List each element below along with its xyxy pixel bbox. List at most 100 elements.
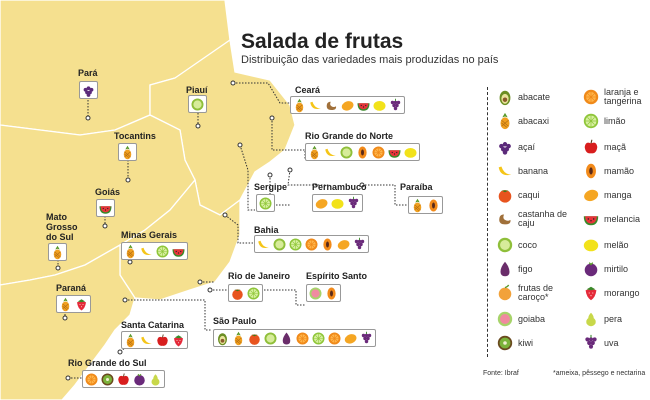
melao-icon bbox=[372, 98, 387, 113]
fruit-box-s-o-paulo bbox=[213, 329, 376, 347]
coco-icon bbox=[272, 237, 287, 252]
legend-item-castanha: castanha de caju bbox=[496, 210, 578, 228]
legend-label: laranja e tangerina bbox=[604, 87, 642, 106]
limao-icon bbox=[582, 112, 600, 130]
legend-item-morango: morango bbox=[582, 284, 650, 302]
laranja-icon bbox=[582, 88, 600, 106]
abacaxi-icon bbox=[120, 145, 135, 160]
legend-item-limao: limão bbox=[582, 112, 650, 130]
legend-item-figo: figo bbox=[496, 260, 578, 278]
state-label-ceara: Ceará bbox=[295, 85, 321, 95]
footnote: *ameixa, pêssego e nectarina bbox=[553, 370, 646, 377]
state-label-rio-grande-do-sul: Rio Grande do Sul bbox=[68, 358, 147, 368]
fruit-box-bahia bbox=[254, 235, 369, 253]
abacaxi-icon bbox=[231, 331, 246, 346]
legend-item-caroco: frutas de caroço* bbox=[496, 284, 578, 302]
abacaxi-icon bbox=[50, 245, 65, 260]
fruit-box-par- bbox=[79, 81, 98, 99]
caqui-icon bbox=[496, 186, 514, 204]
mirtilo-icon bbox=[132, 372, 147, 387]
goiaba-icon bbox=[308, 286, 323, 301]
abacaxi-icon bbox=[307, 145, 322, 160]
maca-icon bbox=[155, 333, 170, 348]
state-label-rio-de-janeiro: Rio de Janeiro bbox=[228, 271, 291, 281]
legend-label: pera bbox=[604, 313, 623, 324]
source-note: Fonte: Ibraf bbox=[483, 370, 519, 377]
state-label-bahia: Bahia bbox=[254, 225, 279, 235]
legend-label: maçã bbox=[604, 141, 627, 152]
state-label-santa-catarina: Santa Catarina bbox=[121, 320, 185, 330]
castanha-icon bbox=[324, 98, 339, 113]
state-label-rio-grande-do-norte: Rio Grande do Norte bbox=[305, 131, 394, 141]
legend-item-acai: açaí bbox=[496, 138, 578, 156]
legend-item-melancia: melancia bbox=[582, 210, 650, 228]
state-label-para: Pará bbox=[78, 68, 98, 78]
legend-item-melao: melão bbox=[582, 236, 650, 254]
legend-item-coco: coco bbox=[496, 236, 578, 254]
laranja-icon bbox=[371, 145, 386, 160]
legend-divider bbox=[487, 87, 488, 357]
fruit-box-minas-gerais bbox=[121, 242, 188, 260]
caqui-icon bbox=[230, 286, 245, 301]
fruit-box-santa-catarina bbox=[121, 331, 188, 349]
manga-icon bbox=[343, 331, 358, 346]
legend-label: mirtilo bbox=[604, 263, 628, 274]
limao-icon bbox=[288, 237, 303, 252]
melancia-icon bbox=[387, 145, 402, 160]
legend-item-laranja: laranja e tangerina bbox=[582, 88, 650, 106]
laranja-icon bbox=[327, 331, 342, 346]
morango-icon bbox=[74, 297, 89, 312]
uva-icon bbox=[359, 331, 374, 346]
fruit-box-rio-grande-do-norte bbox=[305, 143, 420, 161]
abacate-icon bbox=[496, 88, 514, 106]
fruit-box-mato-grosso-do-sul bbox=[48, 243, 67, 261]
fruit-box-rio-de-janeiro bbox=[228, 284, 263, 302]
fruit-box-paran- bbox=[56, 295, 91, 313]
legend-label: melão bbox=[604, 239, 629, 250]
limao-icon bbox=[246, 286, 261, 301]
acai-icon bbox=[496, 138, 514, 156]
mamao-icon bbox=[324, 286, 339, 301]
pera-icon bbox=[582, 310, 600, 328]
manga-icon bbox=[336, 237, 351, 252]
state-label-piaui: Piauí bbox=[186, 85, 208, 95]
maca-icon bbox=[116, 372, 131, 387]
morango-icon bbox=[582, 284, 600, 302]
abacaxi-icon bbox=[123, 244, 138, 259]
legend-label: limão bbox=[604, 115, 626, 126]
state-label-espirito-santo: Espírito Santo bbox=[306, 271, 368, 281]
uva-icon bbox=[388, 98, 403, 113]
legend-item-mirtilo: mirtilo bbox=[582, 260, 650, 278]
melancia-icon bbox=[98, 201, 113, 216]
chart-title: Salada de frutas bbox=[241, 30, 404, 53]
state-label-sao-paulo: São Paulo bbox=[213, 316, 257, 326]
abacaxi-icon bbox=[123, 333, 138, 348]
laranja-icon bbox=[304, 237, 319, 252]
mamao-icon bbox=[355, 145, 370, 160]
legend-label: frutas de caroço* bbox=[518, 283, 554, 302]
fruit-box-pernambuco bbox=[312, 194, 363, 212]
legend-item-abacate: abacate bbox=[496, 88, 578, 106]
pera-icon bbox=[148, 372, 163, 387]
legend-item-uva: uva bbox=[582, 334, 650, 352]
legend-label: castanha de caju bbox=[518, 209, 568, 228]
banana-icon bbox=[139, 244, 154, 259]
melao-icon bbox=[582, 236, 600, 254]
abacate-icon bbox=[215, 331, 230, 346]
legend-label: morango bbox=[604, 287, 640, 298]
uva-icon bbox=[352, 237, 367, 252]
abacaxi-icon bbox=[292, 98, 307, 113]
chart-subtitle: Distribuição das variedades mais produzi… bbox=[241, 54, 499, 66]
legend-label: uva bbox=[604, 337, 619, 348]
legend-label: açaí bbox=[518, 141, 536, 152]
coco-icon bbox=[190, 97, 205, 112]
acai-icon bbox=[81, 83, 96, 98]
uva-icon bbox=[582, 334, 600, 352]
state-label-paraiba: Paraíba bbox=[400, 182, 433, 192]
southeast-region bbox=[119, 178, 241, 301]
fruit-box-esp-rito-santo bbox=[306, 284, 341, 302]
legend-label: figo bbox=[518, 263, 533, 274]
legend-item-abacaxi: abacaxi bbox=[496, 112, 578, 130]
legend-label: caqui bbox=[518, 189, 540, 200]
maca-icon bbox=[582, 138, 600, 156]
